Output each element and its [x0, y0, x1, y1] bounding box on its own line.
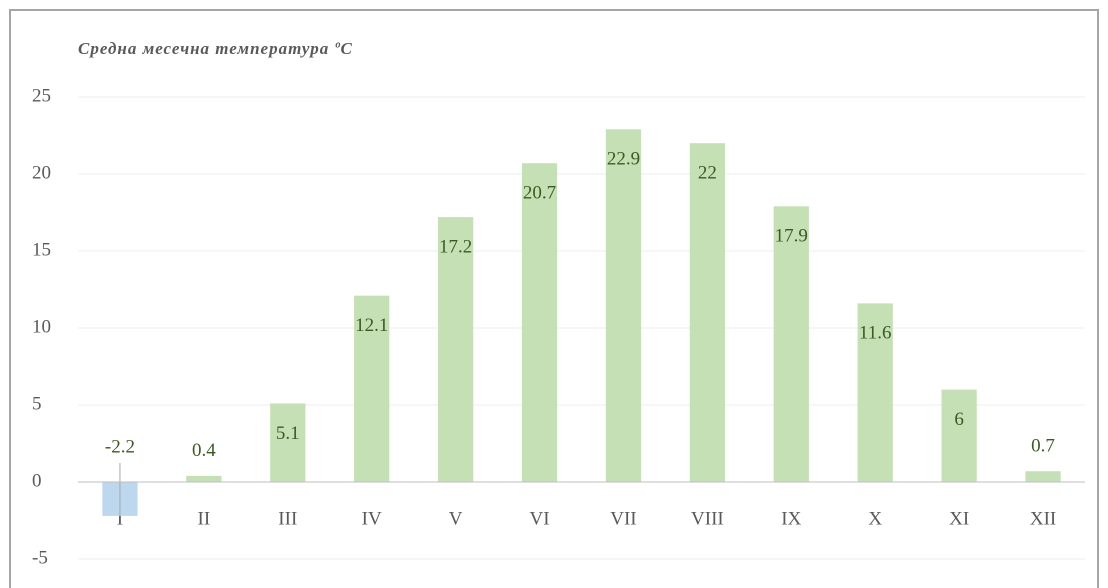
data-label: 12.1 [355, 315, 388, 336]
bar [438, 217, 474, 482]
x-tick-label: VII [610, 508, 636, 529]
bar [270, 403, 306, 482]
y-tick-label: 15 [32, 239, 51, 260]
x-tick-label: VI [530, 508, 550, 529]
data-label: 22.9 [607, 149, 640, 170]
chart-title: Средна месечна температура ºC [78, 39, 353, 58]
x-tick-label: V [449, 508, 463, 529]
bar [941, 389, 977, 482]
x-tick-label: X [868, 508, 882, 529]
bar [1025, 471, 1061, 482]
x-tick-label: IX [781, 508, 801, 529]
bar [857, 303, 893, 482]
x-tick-label: XI [949, 508, 969, 529]
data-label: 17.2 [439, 236, 472, 257]
data-label: -2.2 [105, 436, 135, 457]
x-tick-label: XII [1030, 508, 1056, 529]
y-tick-label: 25 [32, 85, 51, 106]
data-label: 17.9 [775, 226, 808, 247]
bar [186, 475, 222, 482]
x-tick-label: IV [362, 508, 382, 529]
bar [521, 163, 558, 482]
data-label: 0.7 [1031, 436, 1055, 457]
y-tick-label: 10 [32, 316, 51, 337]
data-label: 5.1 [276, 423, 300, 444]
bar [354, 295, 390, 482]
x-tick-label: II [198, 508, 211, 529]
bar [605, 129, 642, 482]
data-label: 22 [698, 163, 717, 184]
data-label: 6 [954, 409, 964, 430]
x-tick-label: III [278, 508, 297, 529]
x-tick-label: VIII [691, 508, 724, 529]
data-label: 11.6 [859, 323, 892, 344]
y-tick-label: 20 [32, 162, 51, 183]
y-tick-label: 0 [32, 470, 42, 491]
x-tick-label: I [117, 508, 123, 529]
data-label: 20.7 [523, 183, 556, 204]
y-tick-label: 5 [32, 393, 42, 414]
y-tick-label: -5 [32, 547, 48, 568]
data-label: 0.4 [192, 440, 216, 461]
bar [689, 143, 725, 482]
bar [773, 206, 809, 482]
